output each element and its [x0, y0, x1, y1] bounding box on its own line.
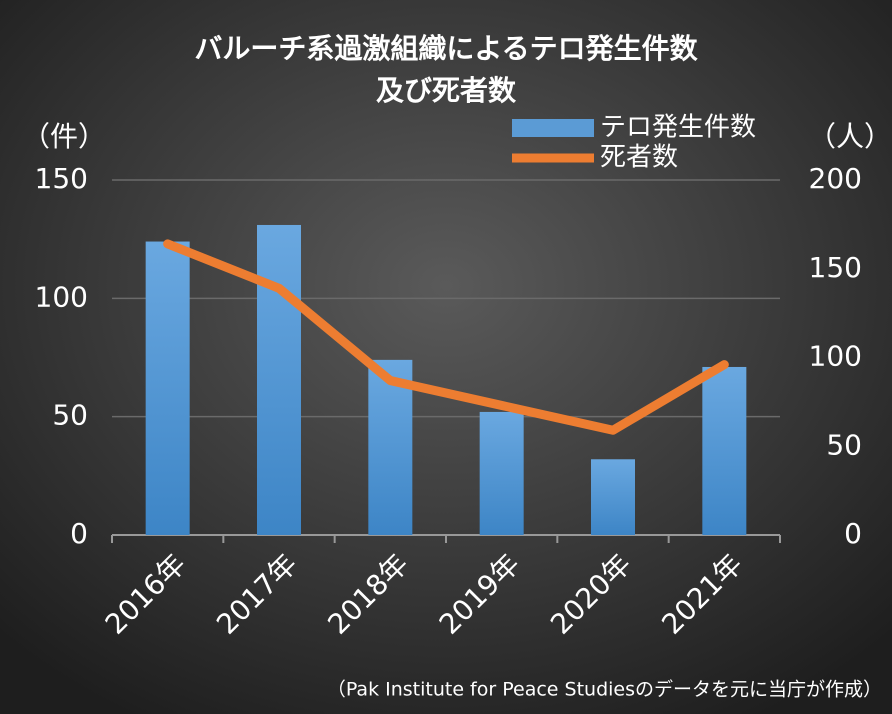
line [163, 239, 729, 435]
y-tick-label: 0 [70, 517, 88, 550]
source-note: （Pak Institute for Peace Studiesのデータを元に当… [327, 679, 882, 701]
bar [368, 359, 413, 535]
y2-tick-label: 200 [809, 162, 862, 195]
y-axis-label: （件） [22, 120, 106, 153]
bar [479, 411, 524, 535]
y-tick-label: 150 [35, 162, 88, 195]
y2-tick-label: 0 [844, 517, 862, 550]
y2-tick-label: 50 [826, 428, 862, 461]
bar [257, 224, 301, 535]
chart-title: 及び死者数 [376, 74, 517, 107]
bar [591, 459, 635, 535]
y2-axis-label: （人） [808, 120, 892, 153]
legend-label: テロ発生件数 [600, 113, 756, 143]
legend-swatch [512, 119, 594, 137]
legend-label: 死者数 [600, 143, 678, 173]
y-tick-label: 100 [35, 280, 88, 313]
bar [145, 241, 190, 536]
bar [702, 366, 747, 535]
y2-tick-label: 150 [809, 251, 862, 284]
y2-tick-label: 100 [809, 340, 862, 373]
chart-title: バルーチ系過激組織によるテロ発生件数 [194, 32, 698, 65]
y-tick-label: 50 [52, 399, 88, 432]
